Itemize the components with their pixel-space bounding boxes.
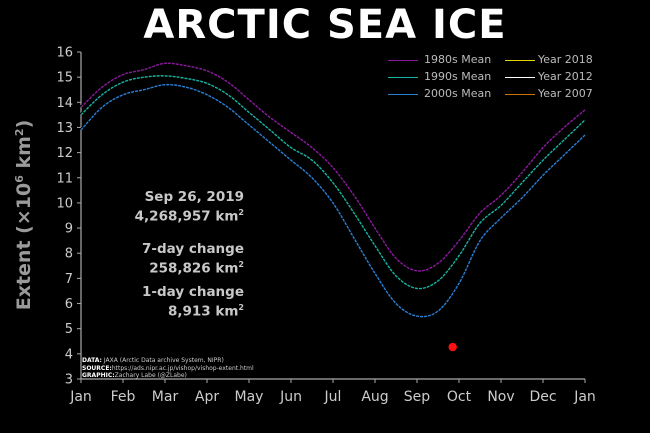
x-tick-label: Nov [487, 389, 514, 405]
series-line-1990s-mean [80, 75, 586, 290]
x-tick-label: Aug [361, 389, 388, 405]
y-tick-label: 14 [56, 96, 73, 111]
chart-title: ARCTIC SEA ICE [143, 2, 507, 48]
y-tick-label: 12 [56, 146, 73, 161]
y-tick-label: 10 [56, 196, 73, 211]
x-tick-label: Apr [195, 389, 219, 405]
stat-1day-label: 1-day change [141, 284, 244, 300]
stats-block: Sep 26, 2019 4,268,957 km2 7-day change … [110, 189, 244, 320]
series-line-1980s-mean [80, 62, 586, 272]
credit-graphic: GRAPHIC:Zachary Labe (@ZLabe) [82, 372, 187, 379]
legend-label-2018: Year 2018 [538, 53, 593, 66]
legend-label-2000s: 2000s Mean [424, 87, 492, 100]
credits: DATA: JAXA (Arctic Data archive System, … [82, 357, 254, 380]
y-tick-label: 3 [65, 373, 73, 388]
credit-source: SOURCE:https://ads.nipr.ac.jp/vishop/vis… [82, 364, 254, 372]
x-tick-label: Oct [447, 389, 472, 405]
current-marks [448, 342, 457, 352]
x-tick-label: Jan [573, 389, 596, 405]
y-tick-label: 11 [56, 171, 73, 186]
legend-swatch-2007 [505, 94, 535, 95]
y-tick-label: 7 [65, 272, 73, 287]
y-tick-label: 5 [65, 322, 73, 337]
x-tick-label: Jul [324, 389, 342, 405]
stat-extent-value: 4,268,957 km [134, 208, 239, 225]
legend-swatch-1990s [388, 77, 418, 78]
x-tick-label: Jun [279, 389, 302, 405]
stat-7day-value: 258,826 km [149, 260, 239, 276]
legend-swatch-2000s [388, 94, 418, 95]
x-tick-label: Jan [69, 389, 92, 405]
x-tick-label: Dec [529, 389, 556, 405]
series-line-2000s-mean [80, 83, 586, 318]
y-tick-label: 13 [56, 121, 73, 136]
stat-7day-label: 7-day change [141, 240, 244, 257]
y-tick-label: 9 [65, 222, 73, 237]
legend-label-2007: Year 2007 [538, 87, 593, 100]
x-tick-label: Mar [152, 389, 179, 405]
axes: 3 4 5 6 7 8 9 10 11 12 13 14 15 16 Jan Feb Mar Apr May Jun J… [56, 46, 595, 406]
y-tick-label: 4 [65, 347, 73, 362]
legend-label-1980s: 1980s Mean [424, 53, 492, 66]
x-tick-label: Feb [111, 389, 136, 405]
legend-label-2012: Year 2012 [538, 70, 593, 83]
stat-extent: 4,268,957 km2 [134, 208, 244, 225]
y-tick-label: 16 [56, 46, 73, 61]
stat-date: Sep 26, 2019 [144, 189, 244, 205]
credit-data: DATA: JAXA (Arctic Data archive System, … [82, 357, 224, 364]
legend-label-1990s: 1990s Mean [424, 70, 492, 83]
legend-swatch-1980s [388, 60, 418, 61]
y-tick-label: 15 [56, 71, 73, 86]
stat-1day-value: 8,913 km [167, 303, 239, 320]
x-tick-label: May [235, 389, 264, 405]
y-tick-label: 6 [65, 297, 73, 312]
legend-swatch-2012 [505, 77, 535, 78]
series-lines [79, 61, 587, 319]
current-value-dot [448, 342, 457, 352]
legend-swatch-2018 [505, 60, 535, 61]
y-tick-label: 8 [65, 247, 73, 262]
x-tick-label: Sep [404, 389, 431, 405]
stat-1day: 8,913 km2 [167, 303, 244, 320]
stat-7day: 258,826 km2 [149, 259, 244, 277]
